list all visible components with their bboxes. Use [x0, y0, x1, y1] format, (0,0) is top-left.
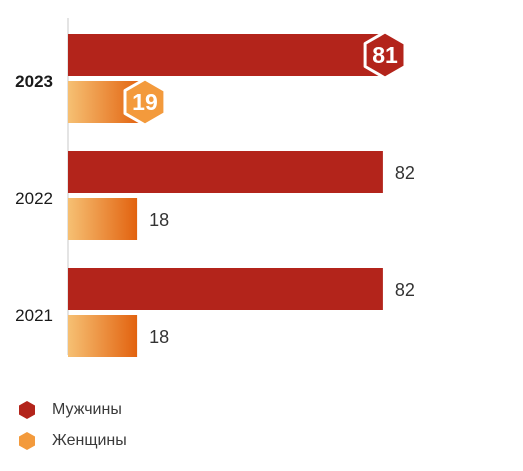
bar-women — [68, 315, 138, 357]
data-label: 82 — [395, 163, 415, 183]
data-label: 82 — [395, 280, 415, 300]
bar-women — [68, 198, 138, 240]
value-hexagon — [123, 77, 167, 127]
category-label: 2021 — [15, 306, 53, 325]
legend-label-women: Женщины — [52, 432, 127, 449]
category-label: 2023 — [15, 72, 53, 91]
legend: Мужчины Женщины — [18, 396, 127, 458]
data-label: 19 — [132, 89, 158, 115]
value-hexagon — [363, 30, 407, 80]
legend-item-men: Мужчины — [18, 396, 127, 424]
bar-men — [68, 151, 383, 193]
category-label: 2022 — [15, 189, 53, 208]
bar-chart: 2023 81 19 2022 82 18 2021 82 18 — [15, 18, 415, 357]
data-label: 81 — [372, 42, 398, 68]
bar-men — [68, 268, 383, 310]
data-label: 18 — [149, 327, 169, 347]
hexagon-icon — [19, 432, 35, 450]
hexagon-icon — [19, 401, 35, 419]
bar-men — [68, 34, 379, 76]
legend-label-men: Мужчины — [52, 401, 122, 418]
data-label: 18 — [149, 210, 169, 230]
legend-item-women: Женщины — [18, 427, 127, 455]
